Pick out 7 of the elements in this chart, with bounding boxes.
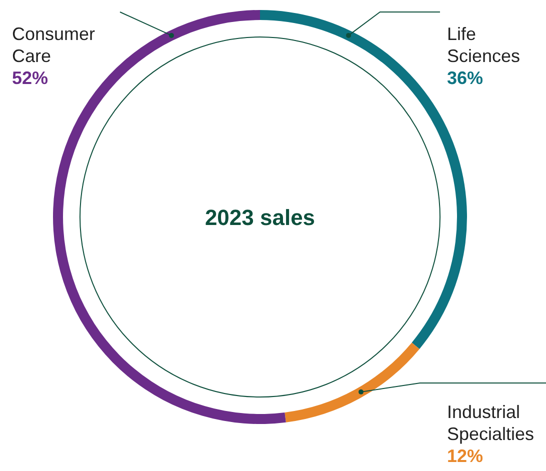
data-label: 36%: [447, 68, 484, 88]
data-label: 12%: [447, 446, 484, 466]
slice-label: Life Sciences: [447, 24, 520, 66]
slice-label: Consumer Care: [12, 24, 96, 66]
slice-label: Industrial Specialties: [447, 402, 534, 444]
text: 2023 sales: [204, 205, 316, 230]
data-label: 52%: [12, 68, 48, 88]
